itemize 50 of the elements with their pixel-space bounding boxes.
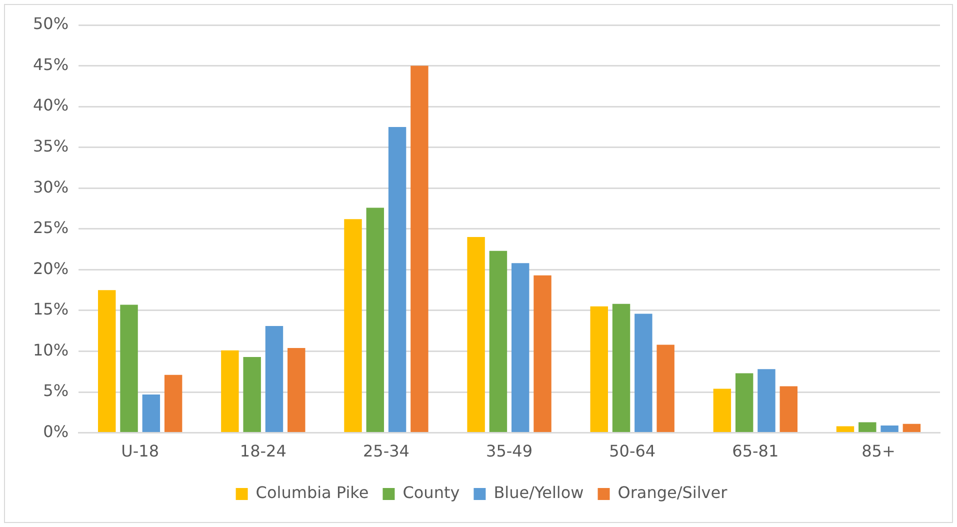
bar xyxy=(410,66,428,432)
bar xyxy=(98,290,116,432)
y-tick-label: 40% xyxy=(33,96,69,115)
bar xyxy=(164,374,182,432)
bar xyxy=(344,219,362,432)
bar xyxy=(366,208,384,432)
bar xyxy=(713,388,732,432)
legend-label: Orange/Silver xyxy=(618,483,728,502)
bar xyxy=(388,126,406,432)
x-tick-label: 85+ xyxy=(862,442,896,461)
y-tick-label: 35% xyxy=(33,136,69,156)
y-tick-label: 25% xyxy=(33,218,69,238)
bar xyxy=(758,369,776,432)
bar xyxy=(634,314,652,432)
bar xyxy=(780,386,798,432)
bar xyxy=(735,373,754,432)
x-tick-label: 18-24 xyxy=(240,442,286,461)
y-tick-label: 0% xyxy=(43,422,69,441)
y-tick-label: 5% xyxy=(43,381,69,400)
x-tick-label: U-18 xyxy=(121,442,160,461)
bar xyxy=(511,263,530,432)
y-tick-label: 15% xyxy=(33,300,69,319)
legend-label: Columbia Pike xyxy=(256,483,369,502)
bar xyxy=(880,425,898,432)
x-tick-label: 65-81 xyxy=(732,442,779,461)
x-tick-label: 50-64 xyxy=(609,442,656,461)
bar xyxy=(221,350,239,432)
x-tick-label: 35-49 xyxy=(486,442,533,461)
bar xyxy=(243,356,261,432)
bar xyxy=(858,422,876,432)
bar xyxy=(142,394,160,432)
bar xyxy=(265,326,284,432)
legend-label: Blue/Yellow xyxy=(494,483,584,502)
legend-label: County xyxy=(402,483,460,502)
bar xyxy=(489,250,508,432)
bar xyxy=(534,275,552,432)
bar xyxy=(590,306,608,432)
x-tick-label: 25-34 xyxy=(362,442,410,461)
bar xyxy=(656,344,674,432)
y-tick-label: 10% xyxy=(33,340,69,360)
bar xyxy=(902,424,921,432)
y-tick-label: 45% xyxy=(33,54,69,74)
y-tick-label: 50% xyxy=(33,14,69,34)
bar xyxy=(288,348,306,432)
bar xyxy=(612,304,630,432)
y-tick-label: 20% xyxy=(33,258,69,278)
bar xyxy=(467,237,485,432)
bar xyxy=(836,426,854,432)
y-tick-label: 30% xyxy=(33,177,69,196)
bar xyxy=(120,304,138,432)
